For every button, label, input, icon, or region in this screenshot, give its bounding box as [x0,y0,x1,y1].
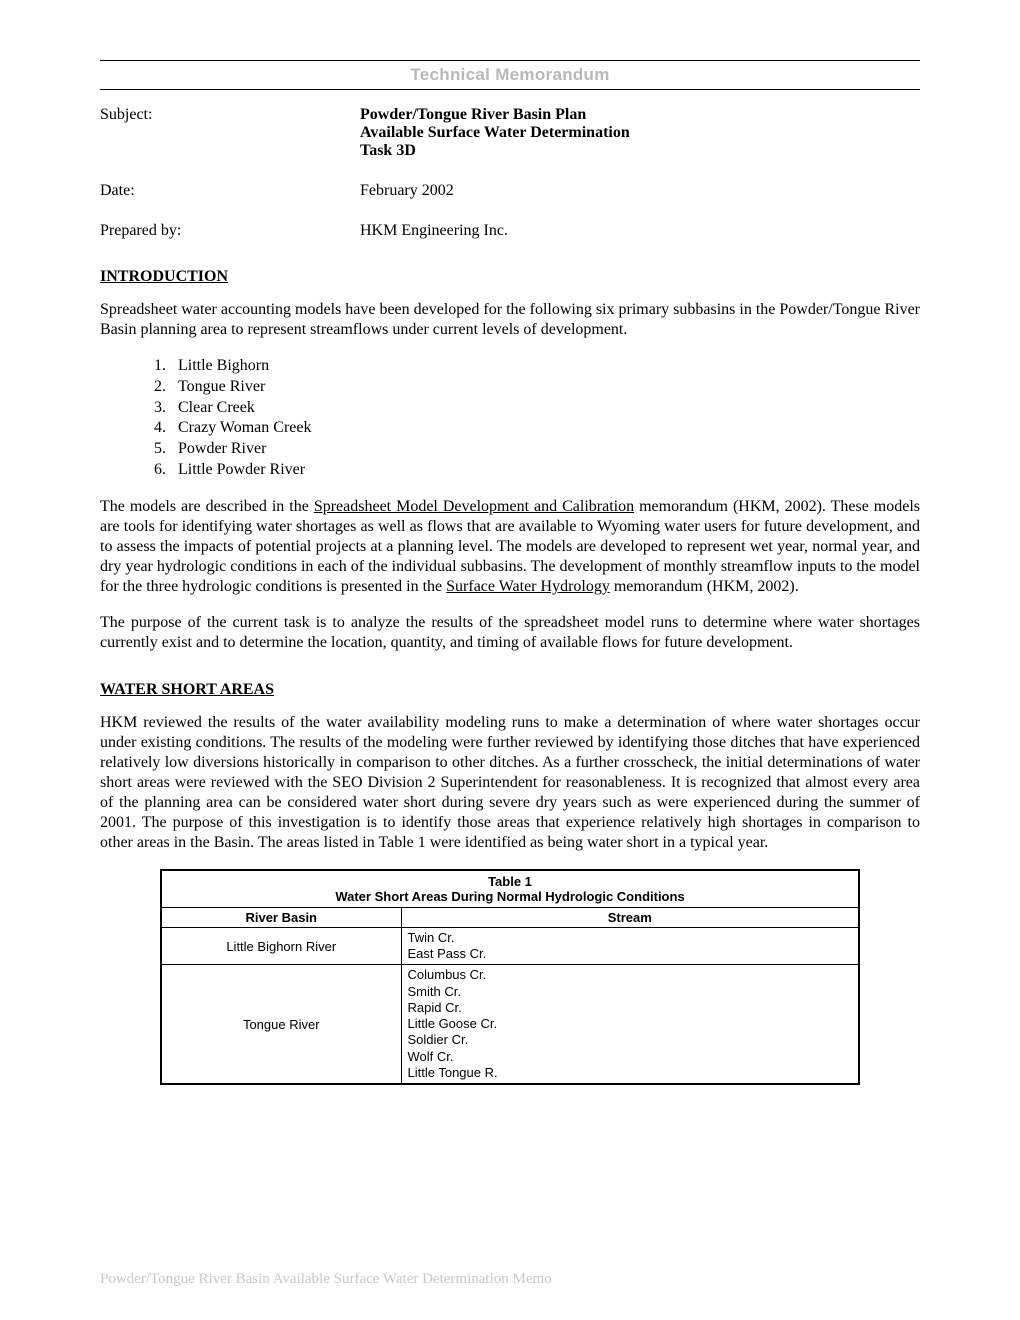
stream-line: Twin Cr. [408,930,853,946]
stream-line: Rapid Cr. [408,1000,853,1016]
prepared-value: HKM Engineering Inc. [360,222,508,240]
basin-cell: Little Bighorn River [161,927,401,965]
underlined-ref-1: Spreadsheet Model Development and Calibr… [314,498,634,515]
stream-line: Columbus Cr. [408,967,853,983]
underlined-ref-2: Surface Water Hydrology [446,578,610,595]
stream-cell: Columbus Cr. Smith Cr. Rapid Cr. Little … [401,965,859,1084]
stream-line: Soldier Cr. [408,1032,853,1048]
list-item: Little Bighorn [170,356,920,377]
table-title: Table 1 Water Short Areas During Normal … [161,870,859,908]
text-span: The models are described in the [100,498,314,515]
banner-title: Technical Memorandum [100,61,920,89]
list-item: Powder River [170,439,920,460]
subject-line-1: Powder/Tongue River Basin Plan [360,106,630,124]
col-stream-header: Stream [401,907,859,927]
date-label: Date: [100,182,360,200]
table-header-row: River Basin Stream [161,907,859,927]
stream-cell: Twin Cr. East Pass Cr. [401,927,859,965]
stream-line: Little Tongue R. [408,1065,853,1081]
date-row: Date: February 2002 [100,182,920,200]
table-title-line-1: Table 1 [166,874,854,889]
prepared-row: Prepared by: HKM Engineering Inc. [100,222,920,240]
stream-line: East Pass Cr. [408,946,853,962]
table-row: Tongue River Columbus Cr. Smith Cr. Rapi… [161,965,859,1084]
page-footer: Powder/Tongue River Basin Available Surf… [100,1271,552,1288]
list-item: Clear Creek [170,398,920,419]
basin-cell: Tongue River [161,965,401,1084]
stream-line: Wolf Cr. [408,1049,853,1065]
table-1-wrap: Table 1 Water Short Areas During Normal … [100,869,920,1085]
subject-label: Subject: [100,106,360,160]
intro-paragraph-3: The purpose of the current task is to an… [100,613,920,653]
subject-row: Subject: Powder/Tongue River Basin Plan … [100,106,920,160]
stream-line: Little Goose Cr. [408,1016,853,1032]
subbasin-list: Little Bighorn Tongue River Clear Creek … [148,356,920,481]
table-1: Table 1 Water Short Areas During Normal … [160,869,860,1085]
list-item: Crazy Woman Creek [170,418,920,439]
table-title-row: Table 1 Water Short Areas During Normal … [161,870,859,908]
date-value: February 2002 [360,182,454,200]
water-short-paragraph-1: HKM reviewed the results of the water av… [100,713,920,853]
table-title-line-2: Water Short Areas During Normal Hydrolog… [166,889,854,904]
stream-line: Smith Cr. [408,984,853,1000]
subject-value: Powder/Tongue River Basin Plan Available… [360,106,630,160]
water-short-heading: WATER SHORT AREAS [100,681,920,699]
subject-line-2: Available Surface Water Determination [360,124,630,142]
intro-paragraph-1: Spreadsheet water accounting models have… [100,300,920,340]
intro-heading: INTRODUCTION [100,268,920,286]
col-basin-header: River Basin [161,907,401,927]
table-row: Little Bighorn River Twin Cr. East Pass … [161,927,859,965]
header-rule-bottom [100,89,920,90]
text-span: memorandum (HKM, 2002). [610,578,799,595]
prepared-label: Prepared by: [100,222,360,240]
list-item: Tongue River [170,377,920,398]
subject-line-3: Task 3D [360,142,630,160]
list-item: Little Powder River [170,460,920,481]
intro-paragraph-2: The models are described in the Spreadsh… [100,497,920,597]
